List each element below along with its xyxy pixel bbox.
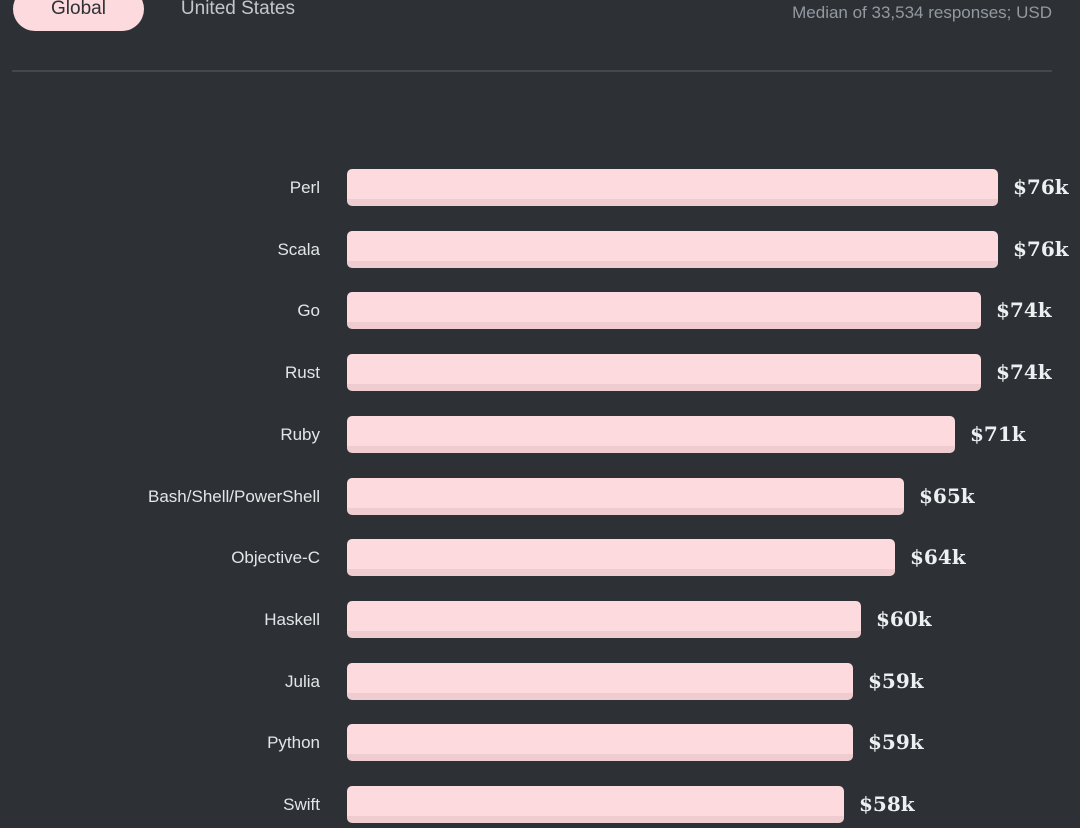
tab-united-states[interactable]: United States: [180, 0, 295, 19]
value-label: $64k: [910, 545, 966, 569]
median-responses-note: Median of 33,534 responses; USD: [792, 3, 1052, 22]
region-tabs: Global United States: [13, 0, 295, 31]
category-label: Rust: [285, 363, 320, 382]
chart-row: Perl $76k: [0, 169, 1080, 206]
header-divider: [12, 70, 1052, 72]
salary-bar: [347, 724, 853, 761]
value-label: $65k: [919, 484, 975, 508]
category-label: Python: [267, 733, 320, 752]
salary-bar: [347, 663, 853, 700]
category-label: Scala: [277, 240, 320, 259]
category-label: Swift: [283, 795, 320, 814]
chart-row: Go $74k: [0, 292, 1080, 329]
category-label: Go: [297, 301, 320, 320]
category-label: Perl: [289, 178, 320, 197]
salary-bar: [347, 786, 844, 823]
salary-bar: [347, 601, 861, 638]
category-label: Objective-C: [231, 548, 320, 567]
salary-bar: [347, 292, 981, 329]
value-label: $58k: [859, 792, 915, 816]
value-label: $59k: [868, 669, 924, 693]
category-label: Julia: [285, 672, 320, 691]
category-label: Haskell: [264, 610, 320, 629]
chart-row: Haskell $60k: [0, 601, 1080, 638]
value-label: $60k: [876, 607, 932, 631]
chart-row: Objective-C $64k: [0, 539, 1080, 576]
chart-row: Scala $76k: [0, 231, 1080, 268]
chart-row: Rust $74k: [0, 354, 1080, 391]
value-label: $76k: [1013, 237, 1069, 261]
chart-row: Python $59k: [0, 724, 1080, 761]
salary-bar: [347, 354, 981, 391]
tab-global[interactable]: Global: [13, 0, 144, 31]
value-label: $76k: [1013, 175, 1069, 199]
salary-bar: [347, 169, 998, 206]
salary-bar: [347, 539, 895, 576]
salary-bar: [347, 478, 904, 515]
salary-bar: [347, 416, 955, 453]
chart-row: Julia $59k: [0, 663, 1080, 700]
chart-row: Bash/Shell/PowerShell $65k: [0, 478, 1080, 515]
salary-bar: [347, 231, 998, 268]
category-label: Ruby: [280, 425, 320, 444]
chart-row: Swift $58k: [0, 786, 1080, 823]
value-label: $71k: [970, 422, 1026, 446]
value-label: $59k: [868, 730, 924, 754]
value-label: $74k: [996, 360, 1052, 384]
category-label: Bash/Shell/PowerShell: [148, 487, 320, 506]
chart-row: Ruby $71k: [0, 416, 1080, 453]
value-label: $74k: [996, 298, 1052, 322]
